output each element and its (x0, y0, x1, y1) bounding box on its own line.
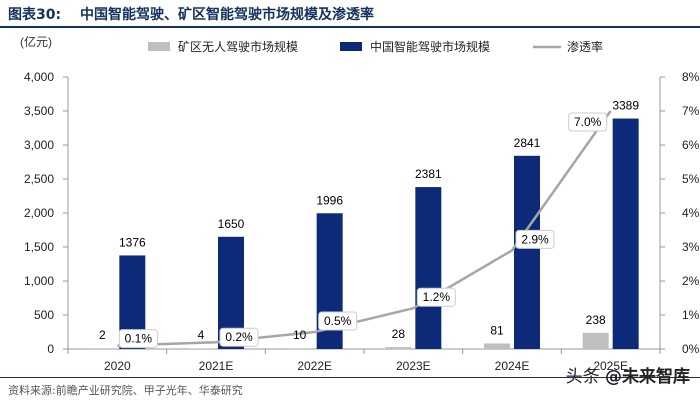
watermark: 头条 @未来智库 (566, 362, 690, 387)
bars (89, 118, 639, 349)
smart-driving-bar (514, 155, 540, 349)
penetration-label-box (568, 112, 608, 132)
figure-header: 图表30: 中国智能驾驶、矿区智能驾驶市场规模及渗透率 (0, 0, 700, 28)
mining-value-label: 4 (198, 328, 205, 342)
right-tick-label: 1% (682, 308, 700, 322)
right-tick-label: 8% (682, 70, 700, 84)
x-tick-label: 2021E (199, 359, 234, 373)
penetration-value-label: 7.0% (574, 115, 602, 129)
penetration-value-label: 0.2% (225, 330, 253, 344)
left-tick-label: 4,000 (24, 70, 54, 84)
legend-label: 中国智能驾驶市场规模 (370, 39, 490, 54)
right-tick-label: 6% (682, 138, 700, 152)
unit-label: (亿元) (20, 34, 52, 49)
smart-driving-value-label: 1996 (316, 193, 343, 207)
smart-driving-bar (612, 118, 639, 349)
penetration-value-label: 0.1% (125, 332, 153, 346)
mining-value-label: 2 (99, 328, 106, 342)
legend-label: 渗透率 (567, 39, 603, 54)
legend-swatch (340, 42, 362, 51)
right-tick-label: 2% (682, 274, 700, 288)
watermark-prefix: 头条 (565, 367, 600, 387)
source-note: 资料来源:前瞻产业研究院、甲子光年、华泰研究 (8, 384, 243, 397)
market-size-chart: (亿元) 矿区无人驾驶市场规模 中国智能驾驶市场规模 渗透率 0 500 1,000 1,… (20, 34, 700, 373)
figure-title: 中国智能驾驶、矿区智能驾驶市场规模及渗透率 (80, 7, 374, 23)
left-tick-label: 2,000 (24, 206, 54, 220)
footer-rule (0, 377, 700, 378)
mining-value-label: 238 (586, 313, 606, 327)
x-tick-label: 2020 (104, 359, 131, 373)
left-tick-label: 0 (47, 342, 54, 356)
smart-driving-value-label: 3389 (612, 99, 639, 113)
left-tick-label: 3,000 (24, 138, 54, 152)
smart-driving-value-label: 1376 (119, 235, 146, 249)
left-tick-label: 500 (34, 308, 54, 322)
left-tick-label: 2,500 (24, 172, 54, 186)
figure-label: 图表30: (8, 7, 62, 23)
legend-label: 矿区无人驾驶市场规模 (178, 39, 298, 54)
penetration-value-label: 1.2% (423, 290, 451, 304)
legend: 矿区无人驾驶市场规模 中国智能驾驶市场规模 渗透率 (148, 39, 603, 54)
right-tick-label: 4% (682, 206, 700, 220)
smart-driving-bar (415, 187, 442, 349)
smart-driving-value-label: 2841 (514, 136, 541, 150)
mining-bar (385, 347, 412, 349)
penetration-series-line (117, 110, 612, 347)
penetration-label-box (118, 329, 158, 349)
smart-driving-value-label: 2381 (415, 167, 442, 181)
penetration-value-label: 0.5% (324, 314, 352, 328)
penetration-label-box (416, 287, 456, 307)
penetration-label-box (515, 229, 555, 249)
left-tick-label: 1,500 (24, 240, 54, 254)
penetration-line (117, 110, 612, 347)
legend-swatch (148, 42, 170, 51)
penetration-label-box (219, 327, 259, 347)
mining-value-label: 10 (293, 328, 307, 342)
x-tick-label: 2024E (495, 359, 530, 373)
header-rule (0, 26, 700, 28)
left-tick-label: 1,000 (24, 274, 54, 288)
right-tick-label: 7% (682, 104, 700, 118)
x-tick-label: 2025E (593, 359, 628, 373)
mining-bar (286, 348, 313, 349)
mining-value-label: 81 (490, 323, 504, 337)
mining-bar (484, 343, 510, 349)
mining-value-label: 28 (392, 327, 406, 341)
data-labels: 1376 2 1650 4 1996 10 2381 28 2841 81 3389 238 0.1% 0… (99, 99, 639, 349)
right-tick-label: 0% (682, 342, 700, 356)
smart-driving-value-label: 1650 (218, 217, 245, 231)
x-tick-label: 2023E (396, 359, 431, 373)
axes: 0 500 1,000 1,500 2,000 2,500 3,000 3,500 4,000 0… (24, 70, 700, 373)
mining-bar (582, 332, 609, 349)
right-tick-label: 3% (682, 240, 700, 254)
penetration-value-label: 2.9% (521, 232, 549, 246)
left-tick-label: 3,500 (24, 104, 54, 118)
right-tick-label: 5% (682, 172, 700, 186)
x-tick-label: 2022E (297, 359, 332, 373)
penetration-label-box (318, 311, 358, 331)
watermark-handle: @未来智库 (605, 367, 690, 387)
